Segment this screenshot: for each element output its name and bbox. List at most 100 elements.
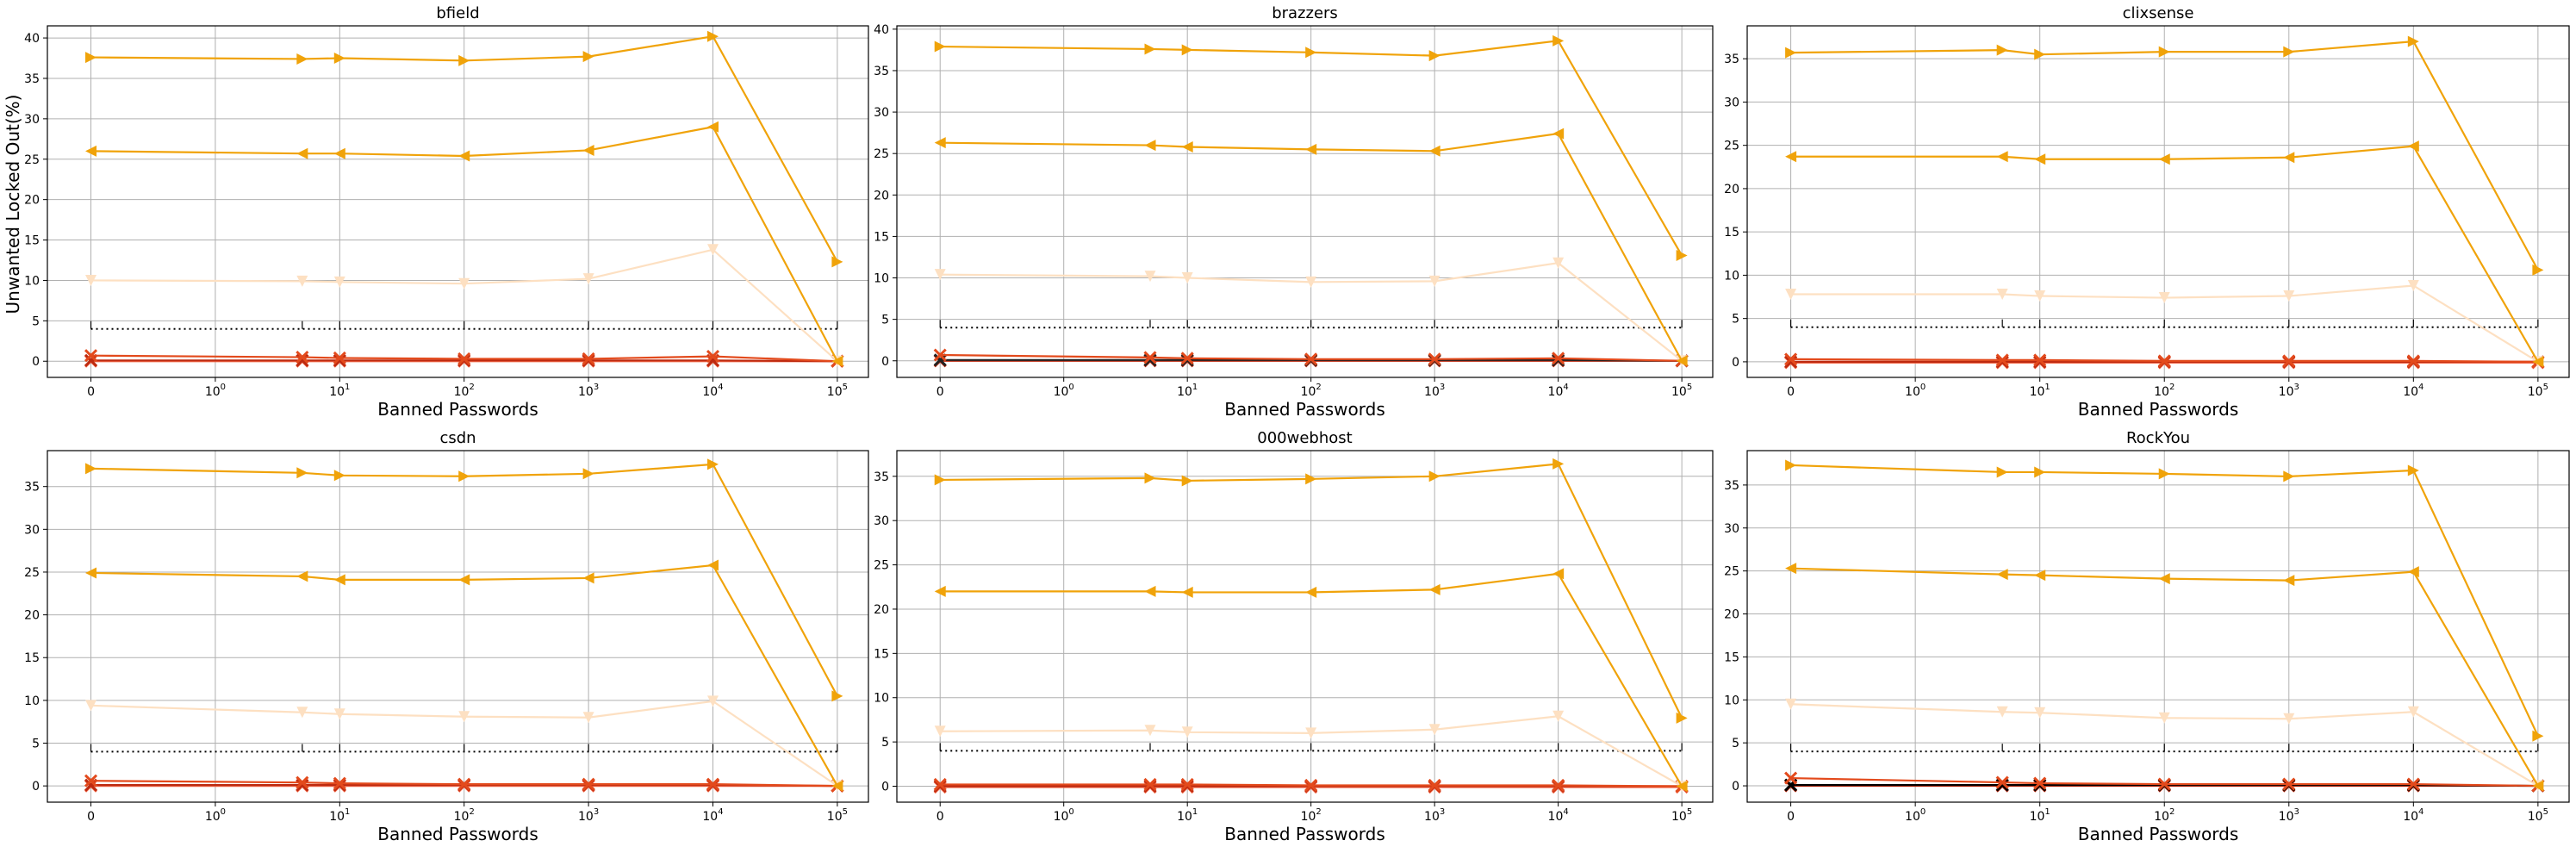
y-tick-label: 0 xyxy=(881,781,889,794)
series-line xyxy=(934,568,1688,793)
x-tick-label: 0 xyxy=(87,810,95,824)
data-point xyxy=(2532,730,2544,742)
data-point xyxy=(333,276,345,288)
data-point xyxy=(933,353,947,367)
data-point xyxy=(1995,778,2009,792)
data-point xyxy=(2283,152,2295,164)
subplot-rockyou: 0 5 10 15 20 25 30 35 0 100 101 102 103 104 105 RockYou… xyxy=(1724,429,2570,844)
y-tick-label: 10 xyxy=(1724,269,1739,283)
series-line xyxy=(84,349,844,368)
x-tick-label: 103 xyxy=(1424,383,1445,399)
subplot-title: RockYou xyxy=(2126,429,2190,447)
x-tick-label: 100 xyxy=(205,807,226,824)
data-point xyxy=(333,574,345,586)
y-tick-label: 15 xyxy=(874,647,889,661)
data-point xyxy=(2034,153,2046,165)
x-tick-label: 102 xyxy=(454,807,475,824)
data-point xyxy=(1428,778,1441,793)
data-point xyxy=(2407,140,2419,153)
data-point xyxy=(333,776,346,790)
data-point xyxy=(1305,727,1317,739)
subplot-title: bfield xyxy=(436,4,479,22)
data-point xyxy=(2157,354,2171,368)
y-tick-label: 5 xyxy=(1732,313,1739,327)
data-point xyxy=(1552,352,1565,365)
data-point xyxy=(458,277,470,290)
y-tick-label: 20 xyxy=(24,609,40,623)
data-point xyxy=(1552,34,1565,47)
x-tick-label: 104 xyxy=(702,383,723,399)
axes-frame xyxy=(896,25,1714,378)
data-point xyxy=(706,350,720,364)
subplot-csdn: 0 5 10 15 20 25 30 35 0 100 101 102 103 104 105 csdn Ban… xyxy=(24,429,869,844)
y-tick-label: 20 xyxy=(1724,608,1739,622)
data-point xyxy=(1305,473,1317,485)
data-point xyxy=(1552,458,1565,470)
x-tick-label: 101 xyxy=(2030,807,2050,824)
series-line xyxy=(934,458,1688,724)
data-point xyxy=(1428,50,1440,62)
data-point xyxy=(1996,289,2008,301)
data-point xyxy=(1180,777,1194,792)
x-tick-label: 0 xyxy=(1787,810,1795,824)
x-tick-label: 0 xyxy=(87,385,95,399)
series-line xyxy=(934,257,1688,367)
y-tick-label: 0 xyxy=(32,780,40,794)
x-tick-label: 101 xyxy=(329,807,350,824)
y-tick-label: 35 xyxy=(24,72,40,86)
x-axis-label: Banned Passwords xyxy=(2078,399,2239,420)
data-point xyxy=(333,351,346,365)
x-tick-label: 105 xyxy=(1671,807,1692,824)
data-point xyxy=(1676,250,1688,262)
data-point xyxy=(333,147,345,159)
data-point xyxy=(1181,44,1193,56)
data-point xyxy=(1428,470,1440,483)
data-point xyxy=(2532,780,2544,792)
data-point xyxy=(1304,778,1318,793)
x-tick-label: 100 xyxy=(1054,807,1074,824)
data-point xyxy=(1305,47,1317,59)
data-point xyxy=(1784,352,1798,366)
y-tick-label: 35 xyxy=(24,481,40,495)
y-tick-label: 15 xyxy=(24,234,40,248)
x-tick-label: 103 xyxy=(2279,807,2299,824)
data-point xyxy=(2407,566,2419,578)
data-point xyxy=(296,778,309,792)
data-point xyxy=(2033,353,2047,367)
data-point xyxy=(2158,573,2170,585)
data-point xyxy=(2406,777,2420,791)
subplot-000webhost: 0 5 10 15 20 25 30 35 0 100 101 102 103 104 105 000webh… xyxy=(874,429,1714,844)
data-point xyxy=(1181,586,1193,598)
data-point xyxy=(1143,353,1157,367)
data-point xyxy=(2283,46,2295,58)
data-point xyxy=(1428,275,1440,287)
data-point xyxy=(84,353,98,367)
y-tick-label: 15 xyxy=(1724,651,1739,664)
x-tick-label: 101 xyxy=(2030,383,2050,399)
subplot-title: brazzers xyxy=(1272,4,1338,22)
subplot-title: csdn xyxy=(439,429,476,447)
axes-frame xyxy=(47,450,869,803)
data-point xyxy=(84,349,98,363)
data-point xyxy=(582,51,594,63)
series-line xyxy=(85,30,843,268)
data-point xyxy=(1996,706,2008,718)
data-point xyxy=(1143,351,1157,364)
data-point xyxy=(2283,290,2295,302)
y-tick-label: 25 xyxy=(24,153,40,167)
data-point xyxy=(85,567,97,579)
data-point xyxy=(831,256,843,268)
y-tick-label: 25 xyxy=(1724,565,1739,579)
data-point xyxy=(1785,698,1797,710)
data-point xyxy=(458,574,470,586)
y-tick-label: 35 xyxy=(1724,479,1739,493)
data-point xyxy=(933,777,947,792)
data-point xyxy=(1785,47,1797,59)
data-point xyxy=(1144,472,1156,484)
data-point xyxy=(1784,771,1798,785)
y-tick-label: 0 xyxy=(32,355,40,369)
data-point xyxy=(296,570,308,582)
x-tick-label: 102 xyxy=(2154,807,2175,824)
y-tick-label: 30 xyxy=(24,113,40,127)
data-point xyxy=(1305,586,1317,598)
